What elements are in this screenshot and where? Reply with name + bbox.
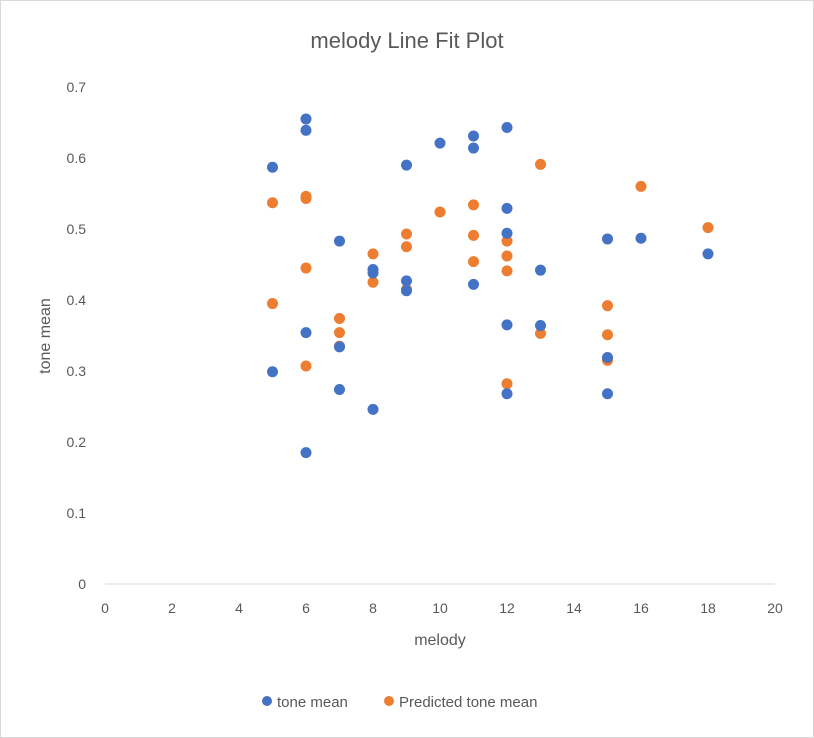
data-point-tone-mean — [501, 121, 513, 133]
data-point-tone-mean — [300, 124, 312, 136]
data-point-tone-mean — [602, 388, 613, 400]
data-point-predicted — [535, 158, 546, 170]
data-point-tone-mean — [267, 161, 278, 173]
legend-label-predicted-tone-mean: Predicted tone mean — [399, 694, 537, 711]
legend-label-tone-mean: tone mean — [277, 694, 348, 711]
y-tick-label: 0.3 — [67, 363, 87, 379]
x-tick-label: 0 — [101, 600, 109, 616]
data-point-tone-mean — [401, 159, 412, 171]
x-tick-label: 16 — [633, 600, 649, 616]
data-point-predicted — [334, 312, 345, 324]
x-tick-label: 8 — [369, 600, 377, 616]
chart-title: melody Line Fit Plot — [310, 28, 503, 53]
data-point-tone-mean — [468, 278, 479, 290]
data-point-tone-mean — [267, 366, 278, 378]
y-tick-label: 0.5 — [67, 221, 87, 237]
data-point-predicted — [602, 300, 613, 312]
data-point-tone-mean — [401, 285, 412, 297]
series-predicted-tone-mean — [267, 158, 714, 390]
data-point-tone-mean — [367, 403, 379, 415]
data-point-predicted — [635, 180, 647, 192]
x-tick-label: 18 — [700, 600, 716, 616]
legend-marker-tone-mean — [262, 696, 272, 706]
data-point-predicted — [468, 199, 479, 211]
series-tone-mean — [267, 113, 714, 459]
legend: tone mean Predicted tone mean — [262, 694, 537, 711]
y-tick-label: 0.2 — [67, 434, 87, 450]
data-point-predicted — [267, 197, 278, 209]
data-point-predicted — [300, 262, 312, 274]
data-point-predicted — [300, 360, 312, 372]
data-point-tone-mean — [434, 137, 446, 149]
x-tick-label: 6 — [302, 600, 310, 616]
y-tick-label: 0.6 — [67, 150, 87, 166]
x-tick-label: 20 — [767, 600, 783, 616]
data-point-predicted — [334, 327, 345, 339]
data-point-predicted — [367, 276, 379, 288]
data-point-tone-mean — [602, 352, 613, 364]
x-tick-label: 14 — [566, 600, 582, 616]
data-point-predicted — [501, 235, 513, 247]
data-point-predicted — [535, 327, 546, 339]
legend-marker-predicted-tone-mean — [384, 696, 394, 706]
data-point-tone-mean — [501, 202, 513, 214]
data-point-predicted — [401, 228, 412, 240]
data-point-tone-mean — [501, 319, 513, 331]
data-point-predicted — [501, 265, 513, 277]
data-point-tone-mean — [602, 233, 613, 245]
data-point-predicted — [434, 206, 446, 218]
data-point-predicted — [468, 229, 479, 241]
data-point-predicted — [267, 298, 278, 310]
x-tick-label: 4 — [235, 600, 243, 616]
data-point-tone-mean — [401, 275, 412, 287]
data-point-tone-mean — [334, 383, 345, 395]
data-point-tone-mean — [635, 232, 647, 244]
y-tick-label: 0.1 — [67, 505, 87, 521]
data-point-tone-mean — [334, 235, 345, 247]
data-point-predicted — [501, 378, 513, 390]
data-point-predicted — [468, 256, 479, 268]
y-tick-label: 0.4 — [67, 292, 87, 308]
data-point-tone-mean — [300, 447, 312, 459]
series-layer — [267, 113, 714, 459]
x-tick-label: 2 — [168, 600, 176, 616]
data-point-tone-mean — [334, 341, 345, 353]
data-point-predicted — [702, 222, 714, 234]
data-point-tone-mean — [468, 142, 479, 154]
data-point-predicted — [300, 192, 312, 204]
data-point-tone-mean — [468, 130, 479, 142]
x-tick-label: 12 — [499, 600, 515, 616]
data-point-tone-mean — [367, 267, 379, 279]
y-tick-labels: 0 0.1 0.2 0.3 0.4 0.5 0.6 0.7 — [67, 79, 87, 592]
x-tick-labels: 0 2 4 6 8 10 12 14 16 18 20 — [101, 600, 783, 616]
data-point-tone-mean — [501, 227, 513, 239]
data-point-tone-mean — [535, 320, 546, 332]
data-point-tone-mean — [702, 248, 714, 260]
data-point-tone-mean — [535, 264, 546, 276]
data-point-predicted — [367, 248, 379, 260]
y-tick-label: 0.7 — [67, 79, 87, 95]
x-tick-label: 10 — [432, 600, 448, 616]
data-point-predicted — [602, 329, 613, 341]
data-point-tone-mean — [300, 113, 312, 125]
data-point-predicted — [401, 241, 412, 253]
x-axis-label: melody — [414, 632, 466, 649]
data-point-tone-mean — [501, 388, 513, 400]
y-axis-label: tone mean — [37, 298, 54, 374]
data-point-predicted — [501, 250, 513, 262]
y-tick-label: 0 — [78, 576, 86, 592]
data-point-tone-mean — [300, 327, 312, 339]
